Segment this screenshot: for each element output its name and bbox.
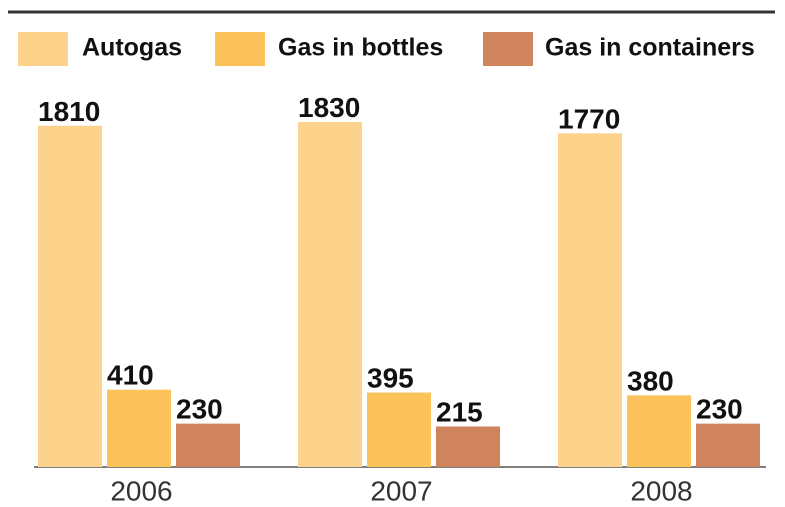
legend-swatch xyxy=(215,32,265,66)
value-label: 230 xyxy=(176,394,223,425)
bar xyxy=(38,125,102,467)
bar xyxy=(107,389,171,467)
value-label: 215 xyxy=(436,396,483,427)
value-label: 395 xyxy=(367,363,414,394)
legend-label: Gas in containers xyxy=(545,34,755,62)
value-label: 1830 xyxy=(298,92,360,123)
x-tick-label: 2008 xyxy=(630,475,692,506)
x-tick-label: 2007 xyxy=(370,475,432,506)
value-label: 230 xyxy=(696,394,743,425)
legend-swatch xyxy=(18,32,68,66)
value-label: 410 xyxy=(107,360,154,391)
legend-swatch xyxy=(483,32,533,66)
bar xyxy=(298,122,362,467)
legend-label: Gas in bottles xyxy=(278,34,443,62)
bar xyxy=(558,133,622,468)
value-label: 1810 xyxy=(38,96,100,127)
legend-label: Autogas xyxy=(82,34,182,62)
x-tick-label: 2006 xyxy=(110,475,172,506)
bar xyxy=(696,423,760,467)
value-label: 380 xyxy=(627,365,674,396)
value-label: 1770 xyxy=(558,103,620,134)
bar xyxy=(176,423,240,467)
bar xyxy=(367,392,431,467)
bar xyxy=(627,395,691,467)
bar xyxy=(436,426,500,467)
